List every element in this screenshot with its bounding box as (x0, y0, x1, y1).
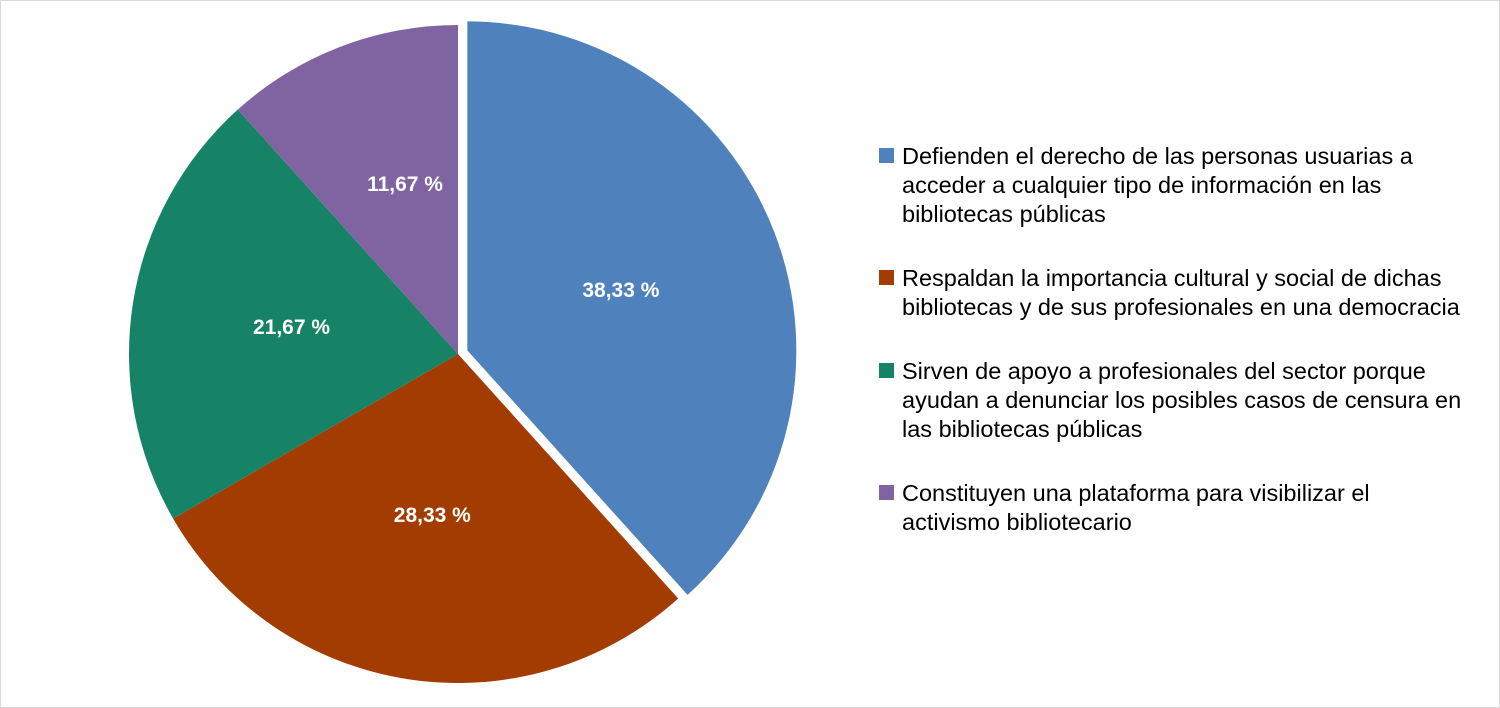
legend-label: Sirven de apoyo a profesionales del sect… (902, 358, 1462, 442)
legend-swatch (879, 485, 894, 500)
data-label: 28,33 % (394, 504, 471, 527)
legend-label: Defienden el derecho de las personas usu… (902, 143, 1413, 227)
legend-item: Respaldan la importancia cultural y soci… (879, 264, 1479, 322)
legend-label: Respaldan la importancia cultural y soci… (902, 265, 1460, 320)
pie-slice (237, 25, 458, 354)
data-label: 21,67 % (253, 316, 330, 339)
legend-swatch (879, 270, 894, 285)
pie-chart: 38,33 % 28,33 % 21,67 % 11,67 % (128, 21, 797, 683)
data-label: 38,33 % (582, 279, 659, 302)
legend-label: Constituyen una plataforma para visibili… (902, 480, 1370, 535)
legend-swatch (879, 148, 894, 163)
legend-item: Defienden el derecho de las personas usu… (879, 142, 1479, 229)
pie-slice (173, 354, 679, 683)
legend-swatch (879, 363, 894, 378)
legend-item: Sirven de apoyo a profesionales del sect… (879, 357, 1479, 444)
pie-slice (128, 109, 458, 519)
legend: Defienden el derecho de las personas usu… (879, 142, 1479, 572)
data-label: 11,67 % (367, 173, 443, 196)
pie-slice (467, 21, 797, 595)
legend-item: Constituyen una plataforma para visibili… (879, 479, 1479, 537)
